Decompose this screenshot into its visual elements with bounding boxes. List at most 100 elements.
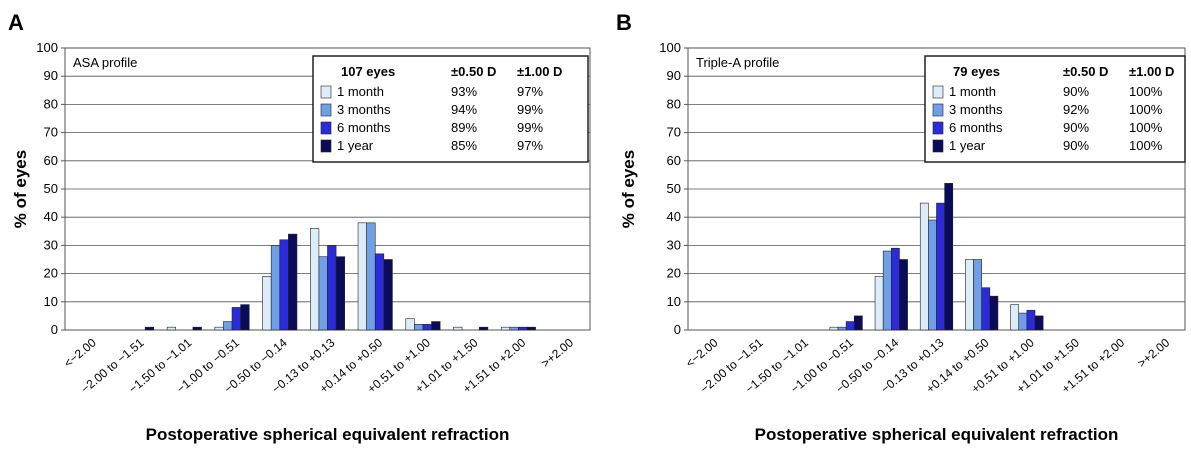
- legend-header: ±0.50 D: [1063, 64, 1108, 79]
- panel-title: Triple-A profile: [696, 55, 779, 70]
- legend-label: 1 month: [949, 84, 996, 99]
- y-tick-label: 80: [44, 96, 58, 111]
- legend-cell: 85%: [451, 138, 477, 153]
- bar: [223, 321, 233, 331]
- bar: [383, 259, 393, 331]
- bar: [853, 315, 863, 331]
- y-tick-label: 40: [44, 209, 58, 224]
- y-tick-label: 0: [51, 322, 58, 337]
- y-tick-label: 30: [44, 237, 58, 252]
- bar: [899, 259, 908, 331]
- legend-swatch: [932, 85, 944, 99]
- legend-cell: 100%: [1129, 120, 1163, 135]
- y-tick-label: 40: [667, 209, 681, 224]
- bar: [1010, 304, 1020, 331]
- x-tick-label: >+2.00: [1135, 335, 1173, 370]
- legend-swatch: [932, 121, 944, 135]
- legend-header: 107 eyes: [341, 64, 395, 79]
- legend-cell: 90%: [1063, 120, 1089, 135]
- panel-letter: A: [8, 10, 24, 35]
- y-tick-label: 100: [36, 40, 58, 55]
- bar: [919, 202, 929, 331]
- bar: [518, 326, 528, 331]
- bar: [431, 321, 441, 331]
- bar: [327, 245, 337, 331]
- bar: [214, 326, 224, 331]
- bar: [288, 233, 298, 331]
- legend-cell: 89%: [451, 120, 477, 135]
- bar: [928, 219, 937, 331]
- bar: [310, 228, 320, 331]
- y-tick-label: 10: [44, 294, 58, 309]
- y-tick-label: 60: [667, 153, 681, 168]
- legend-label: 1 year: [337, 138, 374, 153]
- legend-cell: 97%: [517, 138, 543, 153]
- legend-swatch: [320, 139, 332, 153]
- legend-header: 79 eyes: [953, 64, 1000, 79]
- bar: [837, 326, 847, 331]
- legend-cell: 99%: [517, 120, 543, 135]
- y-tick-label: 70: [667, 125, 681, 140]
- bar: [453, 326, 463, 331]
- legend-label: 6 months: [337, 120, 391, 135]
- y-axis-title: % of eyes: [11, 150, 30, 228]
- bar: [414, 324, 424, 331]
- legend-label: 3 months: [949, 102, 1003, 117]
- y-tick-label: 60: [44, 153, 58, 168]
- bar: [965, 259, 974, 331]
- legend-cell: 100%: [1129, 84, 1163, 99]
- legend-label: 1 month: [337, 84, 384, 99]
- bar: [874, 276, 884, 331]
- x-tick-label: <−2.00: [61, 335, 99, 370]
- panel-title: ASA profile: [73, 55, 137, 70]
- legend-cell: 90%: [1063, 138, 1089, 153]
- legend-label: 1 year: [949, 138, 986, 153]
- legend-swatch: [932, 103, 944, 117]
- legend-swatch: [320, 85, 332, 99]
- legend-box: [312, 55, 589, 163]
- y-tick-label: 90: [44, 68, 58, 83]
- bar: [262, 276, 272, 331]
- panel-letter: B: [616, 10, 632, 35]
- legend-swatch: [320, 103, 332, 117]
- bar: [845, 321, 855, 331]
- bar: [973, 259, 982, 331]
- bar: [1034, 315, 1044, 331]
- legend-cell: 92%: [1063, 102, 1089, 117]
- bar: [270, 245, 281, 331]
- bar: [989, 295, 999, 331]
- y-tick-label: 10: [667, 294, 681, 309]
- bar: [509, 326, 519, 331]
- legend-swatch: [320, 121, 332, 135]
- y-tick-label: 100: [659, 40, 681, 55]
- legend-cell: 90%: [1063, 84, 1089, 99]
- bar: [829, 326, 839, 331]
- bar: [357, 222, 367, 331]
- bar: [1018, 312, 1028, 331]
- y-tick-label: 0: [674, 322, 681, 337]
- bar: [405, 318, 415, 331]
- bar: [335, 256, 345, 331]
- legend-cell: 99%: [517, 102, 543, 117]
- bar: [166, 326, 177, 331]
- bar: [240, 304, 250, 331]
- legend-cell: 97%: [517, 84, 543, 99]
- legend-header: ±1.00 D: [1129, 64, 1174, 79]
- y-tick-label: 50: [44, 181, 58, 196]
- legend-cell: 93%: [451, 84, 477, 99]
- y-tick-label: 70: [44, 125, 58, 140]
- bar: [374, 253, 385, 331]
- legend-cell: 94%: [451, 102, 477, 117]
- bar: [1026, 309, 1036, 331]
- bar: [366, 222, 376, 331]
- bar: [944, 183, 954, 331]
- legend-cell: 100%: [1129, 138, 1163, 153]
- y-tick-label: 90: [667, 68, 681, 83]
- x-axis-title: Postoperative spherical equivalent refra…: [146, 425, 510, 444]
- legend-label: 6 months: [949, 120, 1003, 135]
- bar: [981, 287, 991, 331]
- legend-header: ±1.00 D: [517, 64, 562, 79]
- bar: [192, 326, 202, 331]
- y-tick-label: 20: [44, 266, 58, 281]
- bar: [478, 326, 489, 331]
